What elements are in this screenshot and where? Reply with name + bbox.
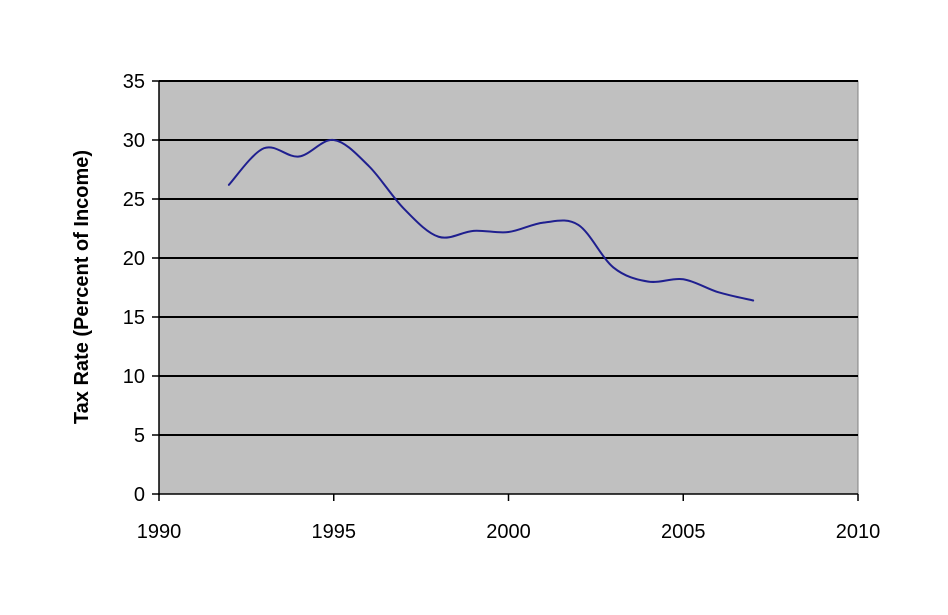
y-tick-label: 30 <box>123 130 145 152</box>
x-tick-label: 2010 <box>836 521 881 543</box>
data-point <box>752 299 754 302</box>
data-point <box>682 278 685 281</box>
data-point <box>332 139 335 141</box>
data-point <box>507 231 510 233</box>
x-tick-label: 2005 <box>661 521 706 543</box>
data-point <box>228 184 230 186</box>
data-point <box>298 155 300 158</box>
data-point <box>437 235 440 238</box>
series-line <box>227 138 755 302</box>
y-axis-title: Tax Rate (Percent of Income) <box>71 150 93 424</box>
y-tick-label: 15 <box>123 307 145 329</box>
y-tick-label: 35 <box>123 71 145 93</box>
series-layer <box>227 138 755 302</box>
data-point <box>542 221 545 224</box>
y-tick-label: 25 <box>123 189 145 211</box>
data-point <box>367 165 370 167</box>
y-tick-label: 10 <box>123 366 145 388</box>
y-tick-label: 5 <box>134 425 145 447</box>
gridlines <box>159 80 858 436</box>
y-axis-ticks: 0 5 10 15 20 25 30 35 <box>123 71 159 506</box>
x-tick-label: 1995 <box>312 521 357 543</box>
data-point <box>717 291 719 294</box>
data-point <box>647 280 650 283</box>
data-point <box>612 266 615 269</box>
y-tick-label: 20 <box>123 248 145 270</box>
y-tick-label: 0 <box>134 484 145 506</box>
data-point <box>472 230 475 232</box>
x-tick-label: 1990 <box>137 521 182 543</box>
data-point <box>263 147 265 150</box>
data-point <box>577 224 580 226</box>
plot-area <box>158 80 859 495</box>
x-axis-ticks: 1990 1995 2000 2005 2010 <box>137 494 881 543</box>
x-tick-label: 2000 <box>486 521 531 543</box>
data-point <box>402 207 405 210</box>
